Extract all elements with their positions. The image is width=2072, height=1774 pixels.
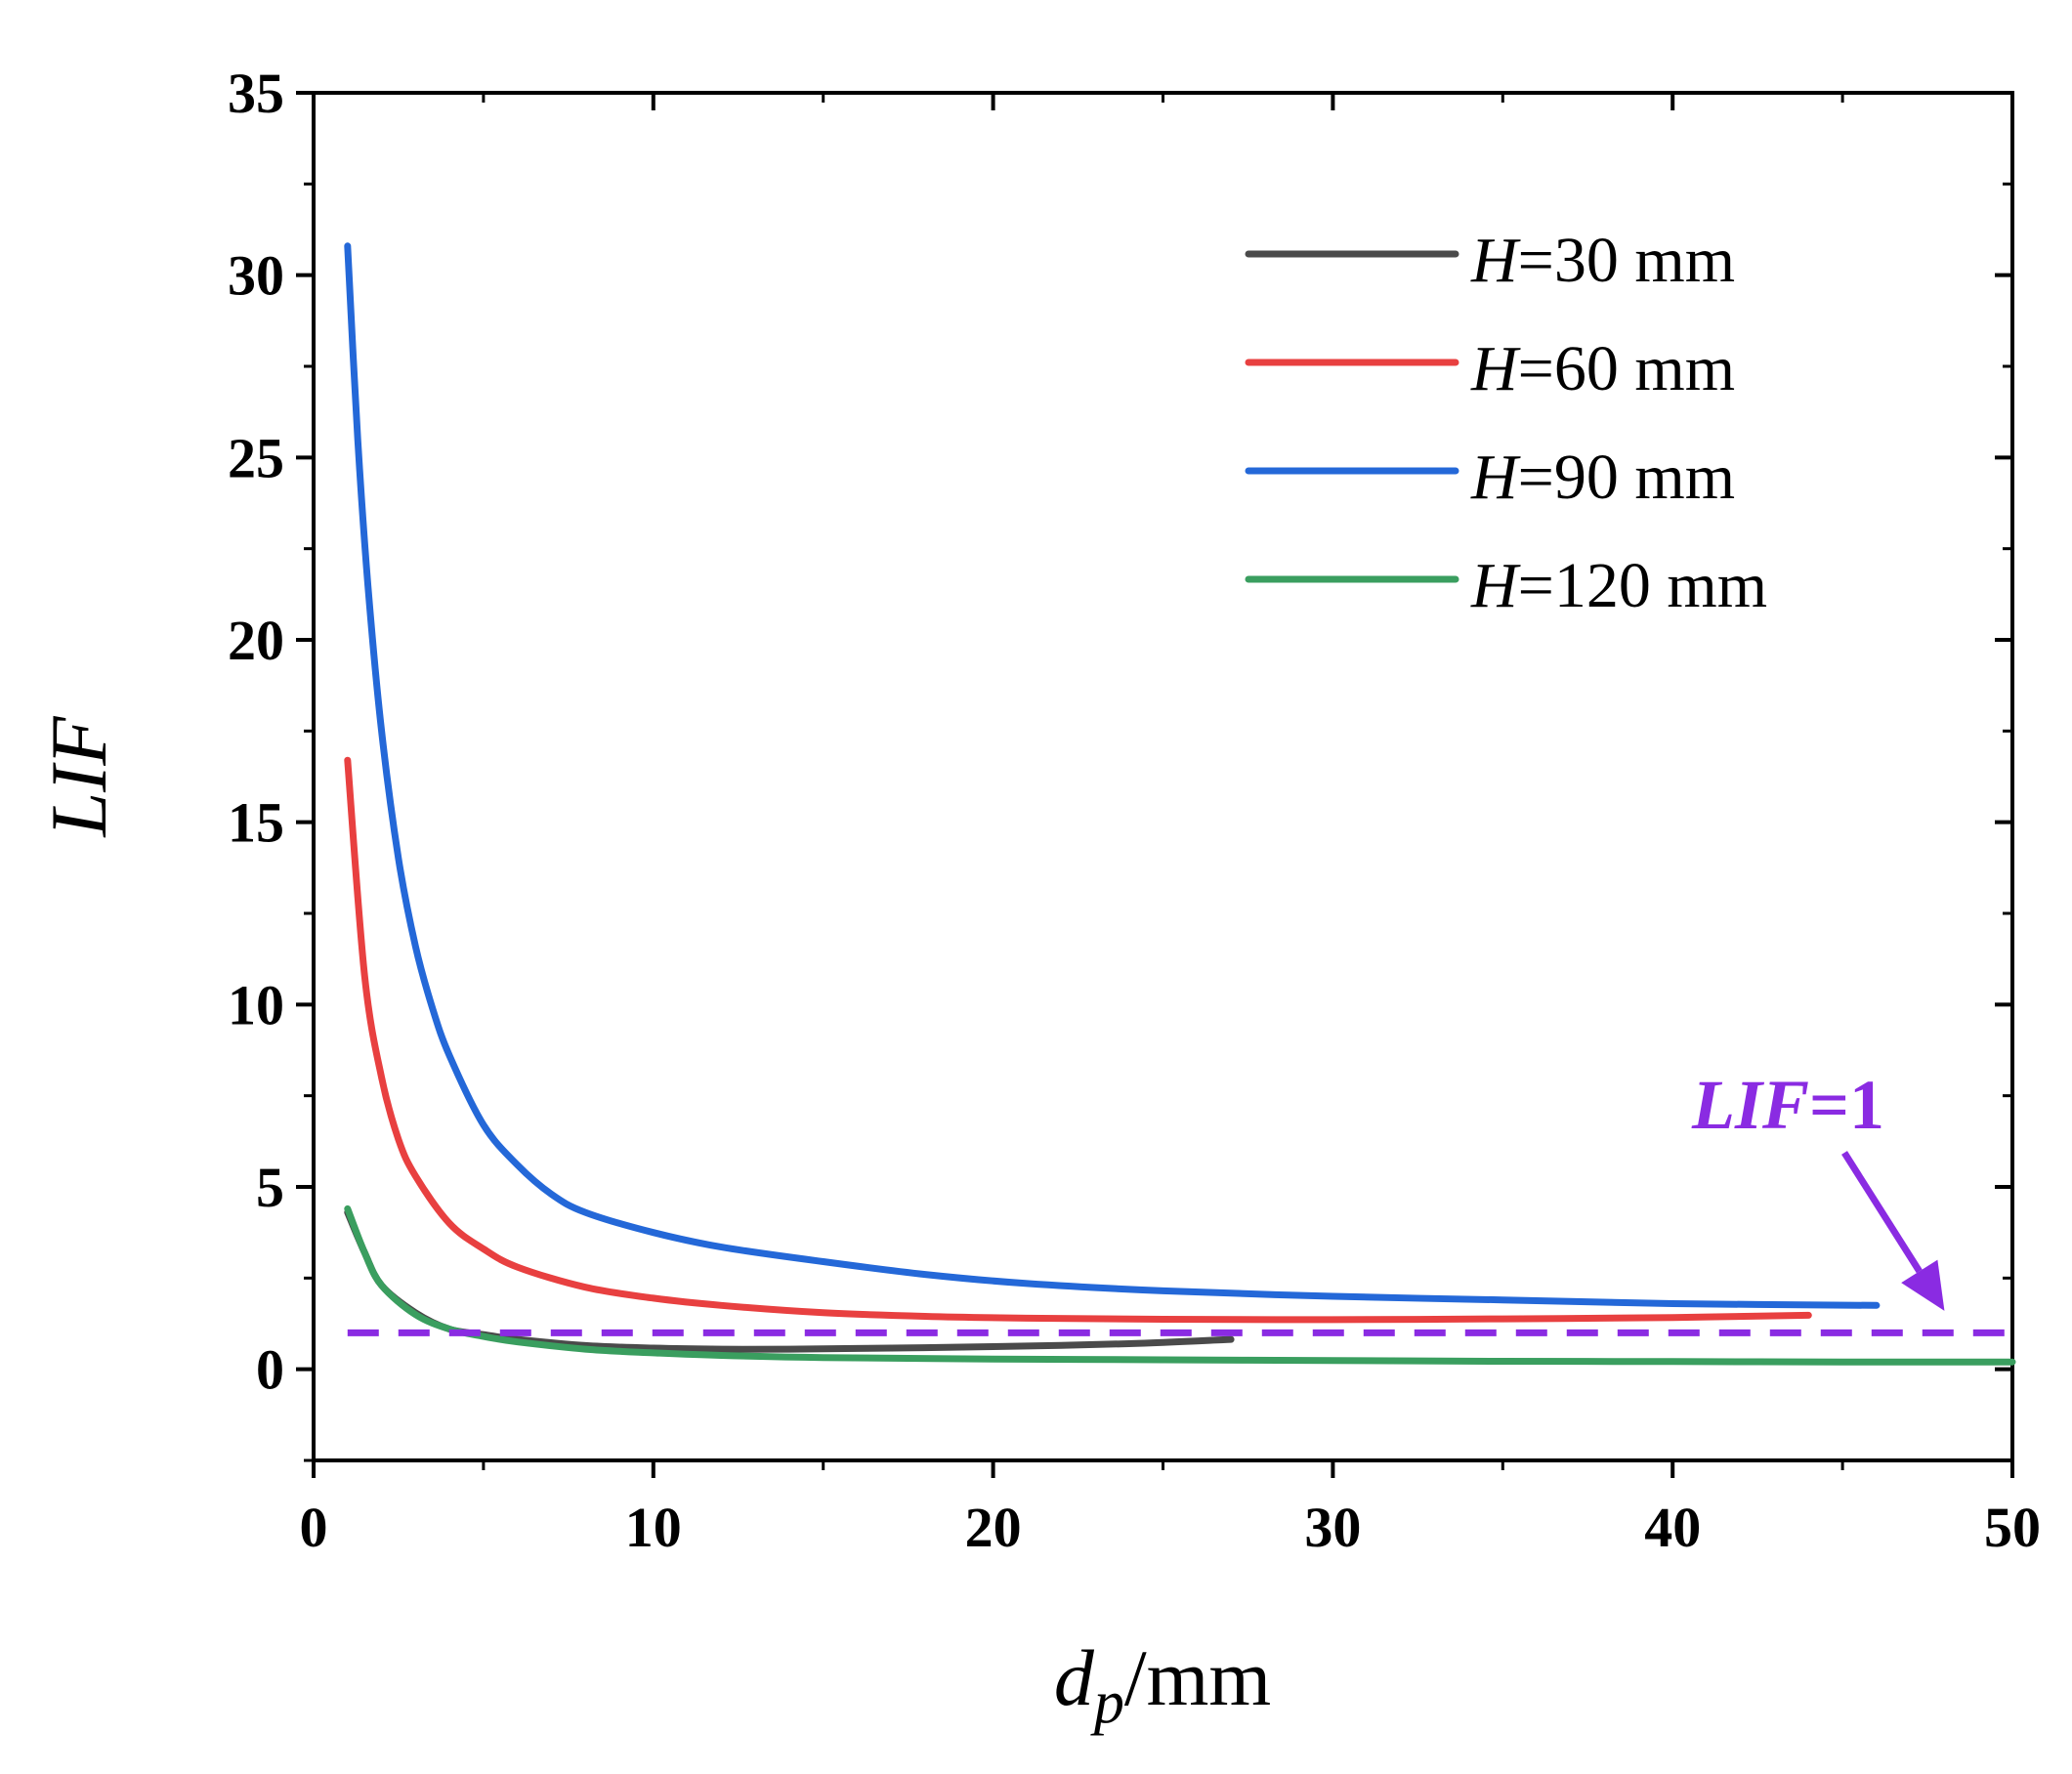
series-line-h-120-mm bbox=[344, 1204, 2016, 1366]
y-tick-label: 0 bbox=[256, 1338, 284, 1402]
y-tick-label: 20 bbox=[228, 609, 284, 672]
annotation-text-variable: LIF bbox=[1691, 1066, 1809, 1144]
legend-label: H=90 mm bbox=[1470, 442, 1735, 513]
y-axis-title: LIF bbox=[34, 716, 123, 838]
legend-label: H=120 mm bbox=[1470, 550, 1767, 621]
legend-label: H=60 mm bbox=[1470, 333, 1735, 404]
plot-area-border bbox=[312, 91, 2014, 1462]
x-axis-title-unit: /mm bbox=[1124, 1633, 1271, 1722]
plot-frame bbox=[312, 91, 2014, 1462]
x-tick-label: 50 bbox=[1984, 1496, 2041, 1559]
series-layer bbox=[344, 242, 2016, 1366]
annotation-text-value: =1 bbox=[1809, 1066, 1884, 1144]
series-line-h-60-mm bbox=[344, 756, 1812, 1324]
legend-label-value: =120 mm bbox=[1518, 550, 1767, 621]
legend-label-variable: H bbox=[1470, 333, 1521, 404]
legend-label-variable: H bbox=[1470, 550, 1521, 621]
y-tick-label: 25 bbox=[228, 426, 284, 489]
legend-label-value: =90 mm bbox=[1518, 442, 1735, 513]
legend-label-value: =60 mm bbox=[1518, 333, 1735, 404]
annotation-text: LIF=1 bbox=[1691, 1066, 1884, 1144]
legend-label-variable: H bbox=[1470, 442, 1521, 513]
annotation-arrow-shaft bbox=[1841, 1151, 1923, 1274]
ticks-layer: 0 10 20 30 40 50 0 5 10 15 20 25 30 35 bbox=[228, 62, 2041, 1559]
y-tick-label: 35 bbox=[228, 62, 284, 125]
y-tick-label: 15 bbox=[228, 791, 284, 855]
x-axis-title-subscript: p bbox=[1090, 1669, 1124, 1736]
x-tick-label: 40 bbox=[1644, 1496, 1701, 1559]
x-tick-label: 30 bbox=[1304, 1496, 1361, 1559]
y-tick-label: 5 bbox=[256, 1156, 284, 1219]
y-tick-label: 30 bbox=[228, 244, 284, 308]
legend-label-variable: H bbox=[1470, 225, 1521, 296]
y-tick-label: 10 bbox=[228, 973, 284, 1036]
annotation-arrow-head bbox=[1901, 1259, 1945, 1311]
series-line-h-90-mm bbox=[344, 242, 1881, 1309]
legend-label-value: =30 mm bbox=[1518, 225, 1735, 296]
x-tick-label: 0 bbox=[300, 1496, 328, 1559]
x-axis-title-main: d bbox=[1054, 1633, 1095, 1722]
x-tick-label: 20 bbox=[965, 1496, 1022, 1559]
x-tick-label: 10 bbox=[625, 1496, 682, 1559]
x-axis-title: dp/mm bbox=[1054, 1633, 1271, 1736]
legend: H=30 mmH=60 mmH=90 mmH=120 mm bbox=[1245, 225, 1767, 621]
annotation-lif-equals-1: LIF=1 bbox=[1691, 1066, 1945, 1311]
series-line-h-30-mm bbox=[344, 1208, 1235, 1353]
legend-label: H=30 mm bbox=[1470, 225, 1735, 296]
